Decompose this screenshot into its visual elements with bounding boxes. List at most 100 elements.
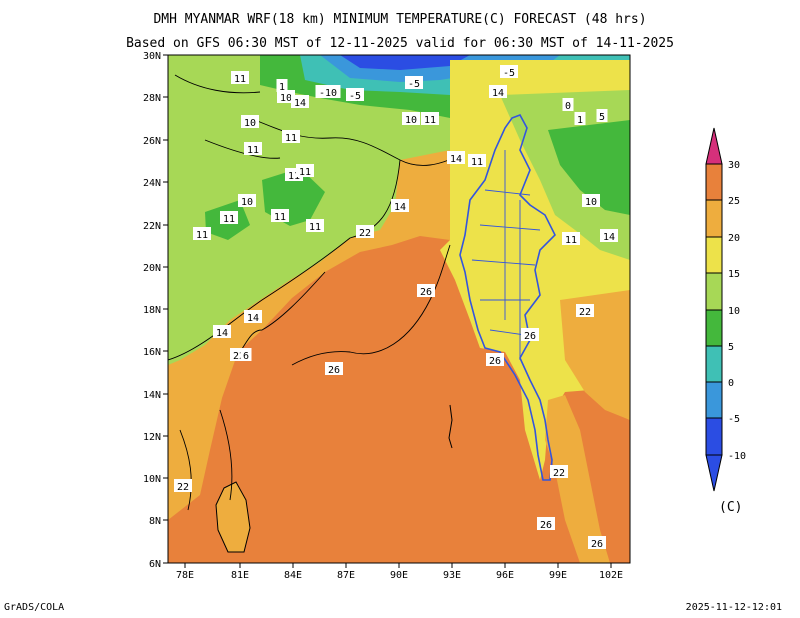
contour-label: 26	[489, 356, 501, 367]
contour-label: 11	[288, 171, 300, 182]
contour-label: 11	[471, 157, 483, 168]
contour-label: 11	[234, 74, 246, 85]
lat-label: 26N	[143, 136, 161, 147]
myanmar-states	[471, 150, 541, 360]
contour-label: 14	[247, 313, 259, 324]
contour-label: 14	[603, 232, 615, 243]
contour-label: 10	[244, 118, 256, 129]
lat-label: 6N	[149, 559, 161, 570]
lon-label: 81E	[231, 570, 249, 581]
contour-label-bg	[402, 112, 420, 125]
contour-label-bg	[276, 79, 288, 92]
colorbar-bin	[705, 309, 723, 347]
contour-label-bg	[325, 362, 343, 375]
myanmar-border	[459, 114, 556, 481]
contour-label-bg	[231, 71, 249, 84]
contour-label-bg	[486, 353, 504, 366]
colorbar-tick-label: 25	[728, 196, 740, 207]
lat-label: 28N	[143, 93, 161, 104]
contour-label: 6	[243, 351, 249, 362]
colorbar-unit: (C)	[719, 500, 743, 515]
land-east-orange	[560, 290, 630, 420]
lat-label: 12N	[143, 432, 161, 443]
lon-label: 96E	[496, 570, 514, 581]
land-malay	[545, 395, 610, 563]
contour-label-bg	[244, 310, 262, 323]
map-axes: 30N 28N 26N 24N 22N 20N 18N 16N 14N 12N 10N 8N 6N 78E…	[143, 51, 623, 581]
lat-label: 8N	[149, 516, 161, 527]
contour-label: 11	[309, 222, 321, 233]
contour-label: 26	[420, 287, 432, 298]
chart-subtitle: Based on GFS 06:30 MST of 12-11-2025 val…	[126, 36, 674, 51]
lat-label: 14N	[143, 390, 161, 401]
contour-label: 14	[394, 202, 406, 213]
contour-label-bg	[220, 211, 238, 224]
contour-label-bg	[296, 164, 314, 177]
contour-label-bg	[576, 304, 594, 317]
colorbar-tick-label: 20	[728, 233, 740, 244]
contour-label: 11	[223, 214, 235, 225]
contour-label: 26	[591, 539, 603, 550]
contour-label-bg	[282, 130, 300, 143]
colorbar-tick-label: -10	[728, 451, 746, 462]
contour-label-bg	[291, 95, 309, 108]
contour-label: 14	[216, 328, 228, 339]
contour-label: 11	[196, 230, 208, 241]
contour-label-bg	[417, 284, 435, 297]
lon-label: 99E	[549, 570, 567, 581]
contour-label-bg	[213, 325, 231, 338]
contour-label: 10	[405, 115, 417, 126]
contour-label-bg	[550, 465, 568, 478]
contour-label-bg	[489, 85, 507, 98]
contour-label: 5	[599, 112, 605, 123]
contour-label-bg	[521, 328, 539, 341]
lon-label: 102E	[599, 570, 623, 581]
contour-label: 11	[274, 212, 286, 223]
colorbar-bin	[705, 199, 723, 238]
contour-label: -5	[503, 68, 515, 79]
colorbar-bin	[705, 417, 723, 456]
lon-label: 87E	[337, 570, 355, 581]
contour-label: 26	[524, 331, 536, 342]
contour-label-bg	[241, 115, 259, 128]
colorbar: 30 25 20 15 10 5 0 -5 -10	[705, 127, 746, 492]
contour-label: -5	[349, 91, 361, 102]
lat-label: 16N	[143, 347, 161, 358]
contour-label: 1	[577, 115, 583, 126]
contour-label: 22	[177, 482, 189, 493]
lat-label: 24N	[143, 178, 161, 189]
contour-label-bg	[356, 225, 374, 238]
contour-label-bg	[271, 209, 289, 222]
contour-label: -10	[319, 88, 337, 99]
contour-label: 0	[565, 101, 571, 112]
colorbar-tick-label: 30	[728, 160, 740, 171]
colorbar-bin	[705, 381, 723, 419]
colorbar-bottom-arrow	[705, 454, 723, 492]
lat-label: 22N	[143, 221, 161, 232]
land-srilanka	[215, 481, 251, 553]
lon-label: 90E	[390, 570, 408, 581]
contour-label-bg	[346, 88, 364, 101]
andaman-islands	[448, 404, 453, 449]
contour-label-bg	[582, 194, 600, 207]
contour-label: 1	[279, 82, 285, 93]
contour-label-bg	[306, 219, 324, 232]
contour-label: 22	[359, 228, 371, 239]
contour-label: 26	[328, 365, 340, 376]
contour-label: -5	[408, 79, 420, 90]
contour-label-bg	[277, 90, 295, 103]
contour-label: 22	[233, 351, 245, 362]
lat-label: 18N	[143, 305, 161, 316]
issue-timestamp: 2025-11-12-12:01	[685, 602, 782, 613]
contour-label: 11	[424, 115, 436, 126]
chart-title: DMH MYANMAR WRF(18 km) MINIMUM TEMPERATU…	[153, 12, 647, 27]
contour-label: 11	[565, 235, 577, 246]
lon-label: 93E	[443, 570, 461, 581]
lon-label: 78E	[176, 570, 194, 581]
colorbar-tick-label: 0	[728, 378, 734, 389]
colorbar-tick-label: 15	[728, 269, 740, 280]
colorbar-tick-label: 10	[728, 306, 740, 317]
contour-label-bg	[600, 229, 618, 242]
colorbar-tick-label: 5	[728, 342, 734, 353]
